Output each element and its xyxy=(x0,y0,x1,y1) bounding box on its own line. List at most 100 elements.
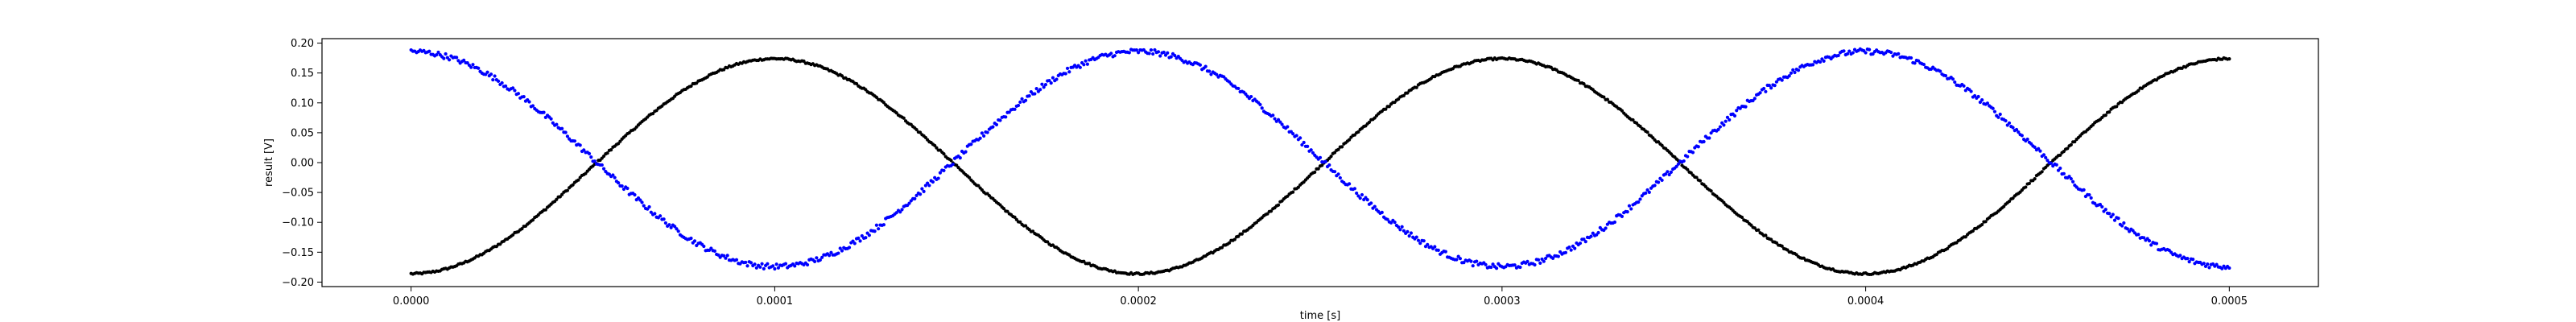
data-point xyxy=(1576,78,1580,83)
data-point xyxy=(1563,250,1568,254)
series-1 xyxy=(409,47,2231,271)
data-point xyxy=(1969,89,1973,93)
data-point xyxy=(1276,118,1281,122)
data-point xyxy=(1943,73,1948,78)
data-point xyxy=(847,246,852,250)
data-point xyxy=(565,188,570,192)
data-point xyxy=(1298,136,1302,140)
data-point xyxy=(1033,92,1037,96)
data-point xyxy=(1198,63,1203,67)
data-point xyxy=(907,201,911,205)
data-point xyxy=(1647,190,1651,194)
data-point xyxy=(881,223,886,227)
data-point xyxy=(1767,83,1771,88)
data-point xyxy=(1728,118,1732,122)
data-point xyxy=(2103,208,2107,212)
data-point xyxy=(1513,263,1517,267)
data-point xyxy=(1657,180,1661,184)
x-tick-label: 0.0005 xyxy=(2211,295,2248,308)
data-point xyxy=(1013,107,1017,111)
data-point xyxy=(496,79,501,83)
data-point xyxy=(978,136,982,140)
data-point xyxy=(783,262,788,266)
data-point xyxy=(1589,234,1593,238)
data-point xyxy=(436,50,440,55)
data-point xyxy=(902,116,906,120)
data-point xyxy=(1998,112,2002,117)
data-point xyxy=(1147,52,1151,56)
data-point xyxy=(1169,55,1173,59)
data-point xyxy=(2017,130,2021,134)
data-point xyxy=(829,250,833,254)
data-point xyxy=(1984,220,1988,224)
data-point xyxy=(2058,166,2062,171)
data-point xyxy=(2054,163,2058,167)
data-point xyxy=(1669,170,1674,174)
data-point xyxy=(462,58,466,62)
data-point xyxy=(1458,257,1463,261)
data-point xyxy=(465,61,469,65)
data-point xyxy=(725,254,729,258)
data-point xyxy=(1385,217,1389,221)
data-point xyxy=(1962,84,1966,88)
data-point xyxy=(2040,170,2044,174)
data-point xyxy=(1004,115,1008,119)
data-point xyxy=(2206,262,2210,266)
data-point xyxy=(649,210,653,214)
data-point xyxy=(1227,241,1232,245)
data-point xyxy=(1043,83,1048,87)
data-point xyxy=(1631,118,1635,122)
data-point xyxy=(1156,50,1161,54)
data-point xyxy=(587,151,592,155)
data-point xyxy=(1418,242,1422,246)
data-point xyxy=(1773,84,1777,88)
data-point xyxy=(2049,161,2054,165)
data-point xyxy=(2154,242,2159,246)
data-point xyxy=(1013,215,1017,220)
data-point xyxy=(1406,91,1410,95)
data-point xyxy=(854,81,859,86)
data-point xyxy=(578,143,582,147)
data-point xyxy=(551,121,555,125)
data-point xyxy=(1591,231,1595,235)
series-layer xyxy=(409,47,2231,277)
data-point xyxy=(442,56,446,60)
data-point xyxy=(589,155,593,159)
data-point xyxy=(1605,97,1609,101)
data-point xyxy=(1686,167,1690,171)
data-point xyxy=(1402,93,1406,97)
data-point xyxy=(1963,235,1967,239)
data-point xyxy=(642,204,646,208)
data-point xyxy=(513,89,517,93)
data-point xyxy=(1327,163,1331,167)
data-point xyxy=(456,59,460,63)
data-point xyxy=(471,63,475,67)
data-point xyxy=(2115,105,2119,109)
data-point xyxy=(640,200,644,204)
data-point xyxy=(1644,191,1648,195)
data-point xyxy=(2220,266,2224,270)
x-tick-label: 0.0003 xyxy=(1484,295,1521,308)
data-point xyxy=(1323,159,1327,163)
data-point xyxy=(1573,246,1577,250)
data-point xyxy=(1265,212,1269,216)
data-point xyxy=(745,264,749,268)
data-point xyxy=(1294,134,1298,138)
data-point xyxy=(2037,147,2041,151)
data-point xyxy=(1722,200,1726,204)
data-point xyxy=(1674,164,1678,168)
data-point xyxy=(1469,259,1473,263)
data-point xyxy=(1018,220,1022,224)
data-point xyxy=(1409,231,1414,235)
data-point xyxy=(1215,72,1219,76)
x-tick-label: 0.0002 xyxy=(1120,295,1157,308)
data-point xyxy=(1682,159,1686,163)
data-point xyxy=(920,187,924,191)
data-point xyxy=(2044,155,2048,159)
data-point xyxy=(662,217,666,221)
data-point xyxy=(1774,241,1779,245)
data-point xyxy=(1149,47,1154,52)
data-point xyxy=(1774,80,1779,84)
data-point xyxy=(1769,86,1773,90)
